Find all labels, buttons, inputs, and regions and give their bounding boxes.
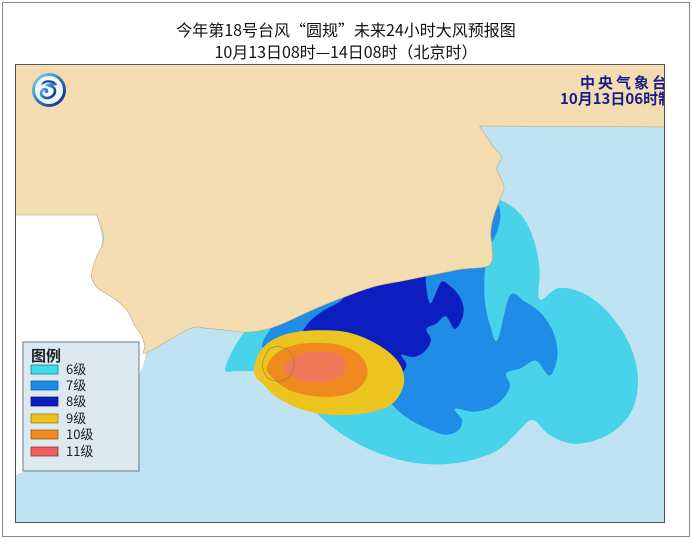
svg-text:11级: 11级 <box>66 441 93 460</box>
svg-text:10月13日06时制作: 10月13日06时制作 <box>560 88 665 109</box>
svg-text:图例: 图例 <box>31 345 61 366</box>
